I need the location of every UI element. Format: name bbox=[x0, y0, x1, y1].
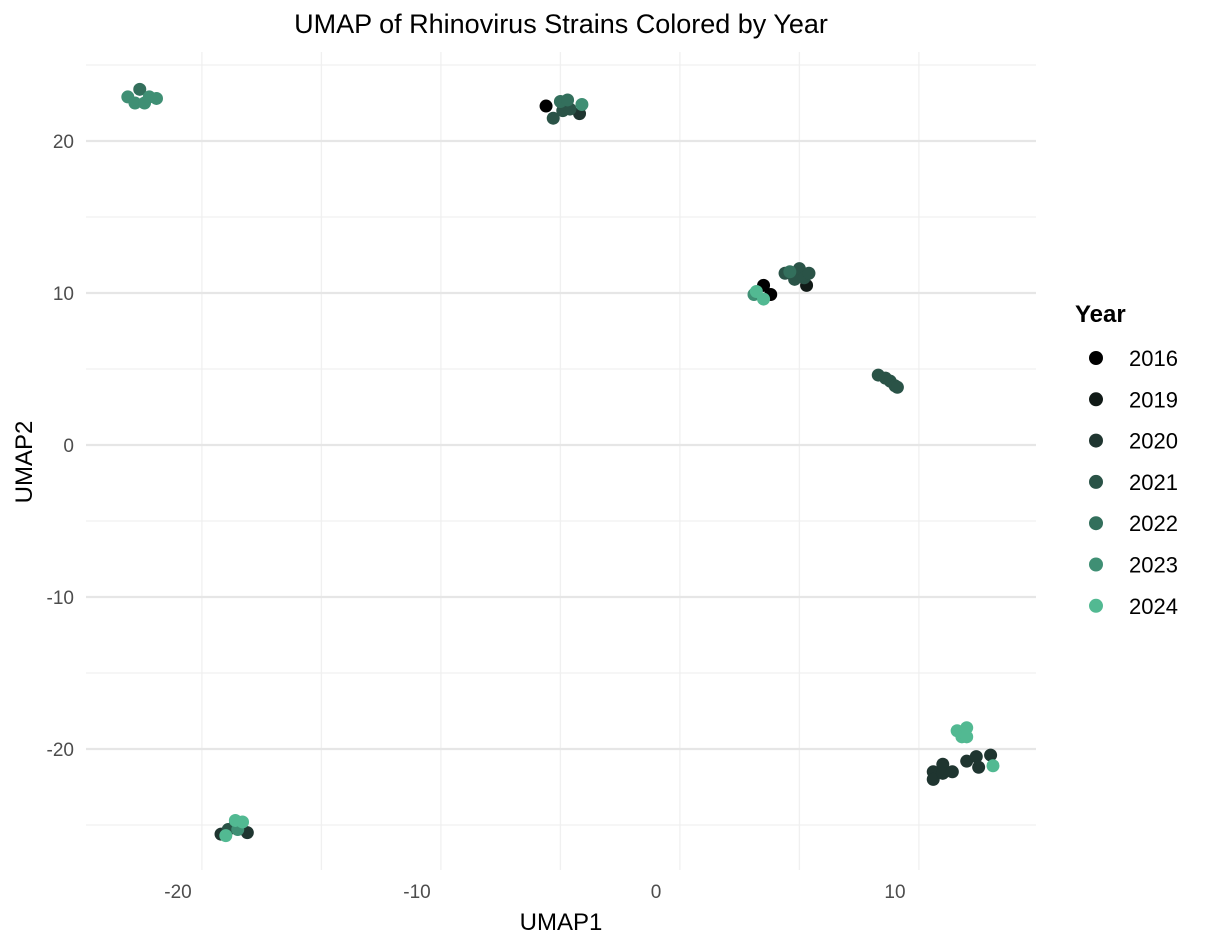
data-point-2022 bbox=[561, 93, 575, 107]
data-point-2020 bbox=[936, 766, 950, 780]
tick-labels: -20 -10 0 10 -20 -10 0 10 20 bbox=[47, 132, 906, 903]
legend-key-2020 bbox=[1089, 433, 1103, 448]
data-point-2023 bbox=[149, 91, 163, 105]
data-point-2023 bbox=[575, 98, 589, 112]
x-axis-label: UMAP1 bbox=[520, 909, 603, 936]
legend-key-2024 bbox=[1089, 598, 1103, 613]
data-point-2024 bbox=[757, 292, 771, 306]
x-tick-label: -20 bbox=[164, 882, 191, 903]
x-tick-label: -10 bbox=[403, 882, 430, 903]
y-tick-label: 20 bbox=[53, 132, 74, 153]
legend: 2016 2019 2020 2021 2022 2023 2024 bbox=[1089, 346, 1178, 619]
data-point-2022 bbox=[133, 82, 147, 96]
legend-label-2024: 2024 bbox=[1129, 594, 1178, 619]
legend-label-2016: 2016 bbox=[1129, 346, 1178, 371]
data-point-2016 bbox=[539, 99, 553, 113]
data-point-2024 bbox=[960, 721, 974, 735]
data-point-2024 bbox=[219, 829, 233, 843]
data-point-2024 bbox=[236, 815, 250, 829]
data-point-2020 bbox=[945, 765, 959, 779]
y-tick-label: 0 bbox=[63, 436, 74, 457]
legend-key-2016 bbox=[1089, 351, 1103, 365]
legend-key-2021 bbox=[1089, 474, 1103, 489]
legend-label-2020: 2020 bbox=[1129, 429, 1178, 454]
data-point-2020 bbox=[926, 772, 940, 786]
legend-key-2019 bbox=[1089, 392, 1103, 407]
data-point-2020 bbox=[936, 757, 950, 771]
legend-title: Year bbox=[1075, 301, 1126, 328]
data-points bbox=[121, 82, 1000, 843]
y-axis-label: UMAP2 bbox=[11, 421, 38, 504]
legend-label-2022: 2022 bbox=[1129, 511, 1178, 536]
data-point-2020 bbox=[969, 750, 983, 764]
legend-key-2023 bbox=[1089, 557, 1103, 572]
data-point-2022 bbox=[783, 265, 797, 279]
y-tick-label: 10 bbox=[53, 284, 74, 305]
data-point-2024 bbox=[986, 759, 1000, 773]
data-point-2021 bbox=[890, 380, 904, 394]
data-point-2021 bbox=[802, 266, 816, 280]
legend-label-2019: 2019 bbox=[1129, 387, 1178, 412]
data-point-2020 bbox=[972, 760, 986, 774]
legend-label-2021: 2021 bbox=[1129, 470, 1178, 495]
x-tick-label: 0 bbox=[651, 882, 662, 903]
y-tick-label: -10 bbox=[47, 588, 74, 609]
legend-key-2022 bbox=[1089, 516, 1103, 531]
data-point-2023 bbox=[128, 96, 142, 110]
grid bbox=[86, 52, 1036, 870]
legend-label-2023: 2023 bbox=[1129, 553, 1178, 578]
data-point-2020 bbox=[984, 748, 998, 762]
x-tick-label: 10 bbox=[884, 882, 905, 903]
data-point-2021 bbox=[546, 111, 560, 125]
chart-title: UMAP of Rhinovirus Strains Colored by Ye… bbox=[294, 9, 828, 39]
data-point-2024 bbox=[960, 730, 974, 744]
y-tick-label: -20 bbox=[47, 740, 74, 761]
